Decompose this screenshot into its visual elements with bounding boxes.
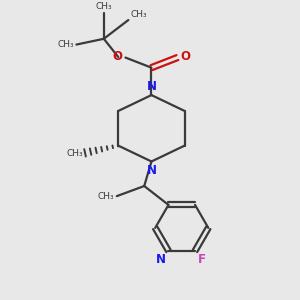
Text: F: F bbox=[198, 253, 206, 266]
Text: CH₃: CH₃ bbox=[95, 2, 112, 10]
Text: O: O bbox=[180, 50, 190, 64]
Text: O: O bbox=[112, 50, 123, 64]
Text: CH₃: CH₃ bbox=[66, 149, 83, 158]
Text: CH₃: CH₃ bbox=[98, 192, 115, 201]
Text: CH₃: CH₃ bbox=[58, 40, 74, 49]
Text: CH₃: CH₃ bbox=[131, 10, 147, 19]
Text: N: N bbox=[156, 253, 166, 266]
Text: N: N bbox=[146, 80, 156, 93]
Text: N: N bbox=[146, 164, 156, 177]
